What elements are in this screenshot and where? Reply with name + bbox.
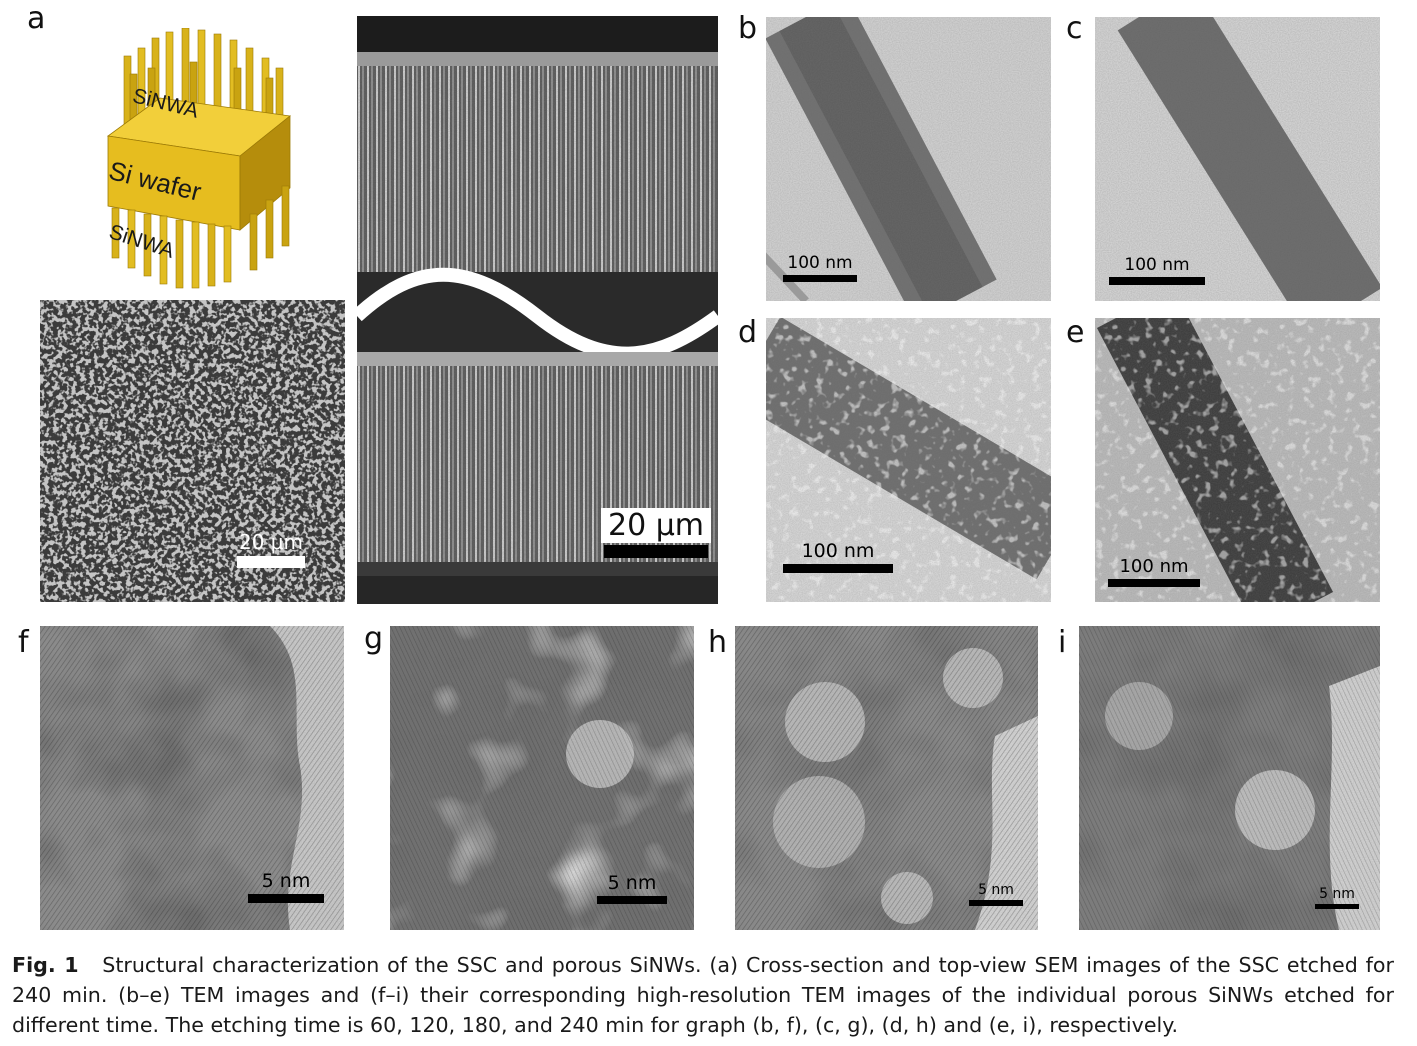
hrtem-image-i: 5 nm xyxy=(1079,626,1380,930)
scale-bar-line xyxy=(237,556,305,568)
scale-bar-d: 100 nm xyxy=(782,540,894,573)
figure-caption: Fig. 1 Structural characterization of th… xyxy=(12,950,1394,1040)
sem-cross-section-image: 20 μm xyxy=(357,16,718,604)
tem-image-e: 100 nm xyxy=(1095,318,1380,602)
scale-bar-label: 5 nm xyxy=(978,882,1014,898)
panel-label-a: a xyxy=(27,1,46,36)
nanowire-rods-bottom xyxy=(111,185,290,289)
scale-bar-label: 5 nm xyxy=(607,872,657,894)
figure-caption-text: Structural characterization of the SSC a… xyxy=(12,953,1394,1037)
panel-label-g: g xyxy=(364,621,384,656)
scale-bar-label: 5 nm xyxy=(261,870,311,892)
scale-bar-sem-cross-section: 20 μm xyxy=(601,508,711,558)
panel-label-e: e xyxy=(1066,315,1085,350)
scale-bar-e: 100 nm xyxy=(1107,556,1201,587)
sinwa-schematic: SiNWA Si wafer SiNWA xyxy=(90,28,310,290)
scale-bar-label: 100 nm xyxy=(787,253,853,273)
hrtem-image-f: 5 nm xyxy=(40,626,344,930)
sem-top-view-image: 20 μm xyxy=(40,300,345,602)
scale-bar-i: 5 nm xyxy=(1313,886,1361,909)
scale-bar-b: 100 nm xyxy=(782,253,858,282)
scale-bar-line xyxy=(1108,579,1200,587)
scale-bar-line xyxy=(969,900,1023,906)
scale-bar-label: 100 nm xyxy=(801,540,875,562)
scale-bar-line xyxy=(248,894,324,903)
panel-label-h: h xyxy=(708,625,728,660)
scale-bar-label: 20 μm xyxy=(238,530,303,554)
scale-bar-label: 100 nm xyxy=(1119,556,1189,577)
scale-bar-h: 5 nm xyxy=(967,882,1025,906)
scale-bar-label: 5 nm xyxy=(1319,886,1355,902)
scale-bar-f: 5 nm xyxy=(246,870,326,903)
panel-label-b: b xyxy=(738,11,758,46)
hrtem-image-g: 5 nm xyxy=(390,626,694,930)
scale-bar-line xyxy=(1109,277,1205,285)
wafer-side-face xyxy=(239,115,291,231)
scale-bar-line xyxy=(604,545,708,558)
scale-bar-line xyxy=(783,564,893,573)
scale-bar-label: 100 nm xyxy=(1124,255,1190,275)
tem-image-d: 100 nm xyxy=(766,318,1051,602)
panel-label-c: c xyxy=(1066,11,1083,46)
tem-image-b: 100 nm xyxy=(766,17,1051,301)
scale-bar-line xyxy=(597,896,667,904)
scale-bar-label: 20 μm xyxy=(601,508,711,543)
scale-bar-c: 100 nm xyxy=(1105,255,1209,285)
scale-bar-line xyxy=(1315,904,1359,909)
panel-label-f: f xyxy=(18,625,29,660)
scale-bar-line xyxy=(783,275,857,282)
hrtem-image-h: 5 nm xyxy=(735,626,1038,930)
scale-bar-sem-top-view: 20 μm xyxy=(236,530,306,568)
panel-label-i: i xyxy=(1058,625,1067,660)
panel-label-d: d xyxy=(738,315,758,350)
figure-label: Fig. 1 xyxy=(12,953,79,977)
tem-image-c: 100 nm xyxy=(1095,17,1380,301)
scale-bar-g: 5 nm xyxy=(596,872,668,904)
